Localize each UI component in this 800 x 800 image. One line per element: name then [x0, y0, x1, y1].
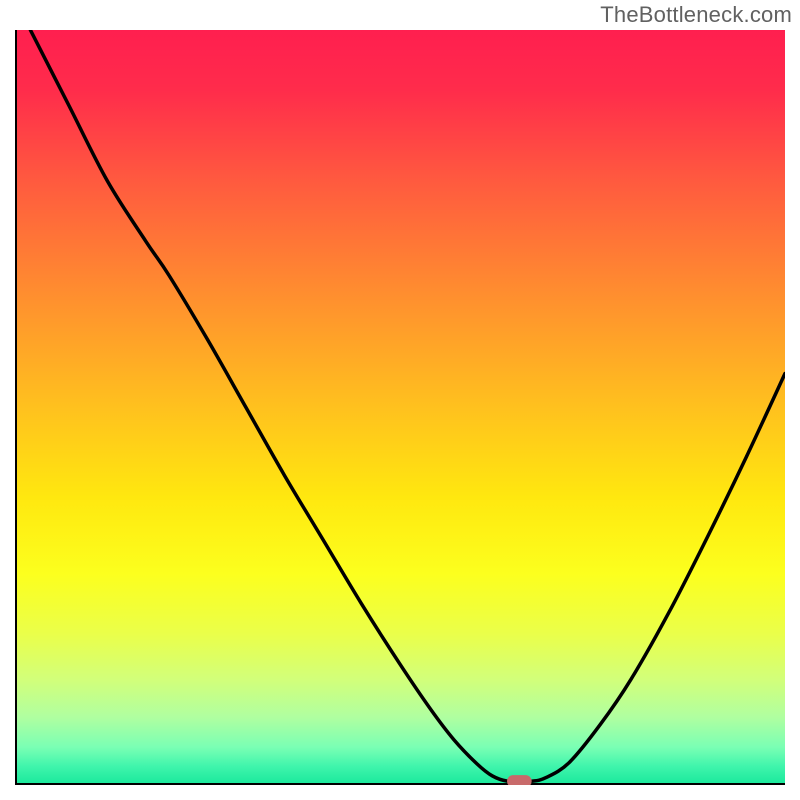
gradient-background [15, 30, 785, 785]
watermark-text: TheBottleneck.com [600, 2, 792, 28]
bottleneck-chart [15, 30, 785, 785]
optimum-marker [507, 775, 532, 785]
